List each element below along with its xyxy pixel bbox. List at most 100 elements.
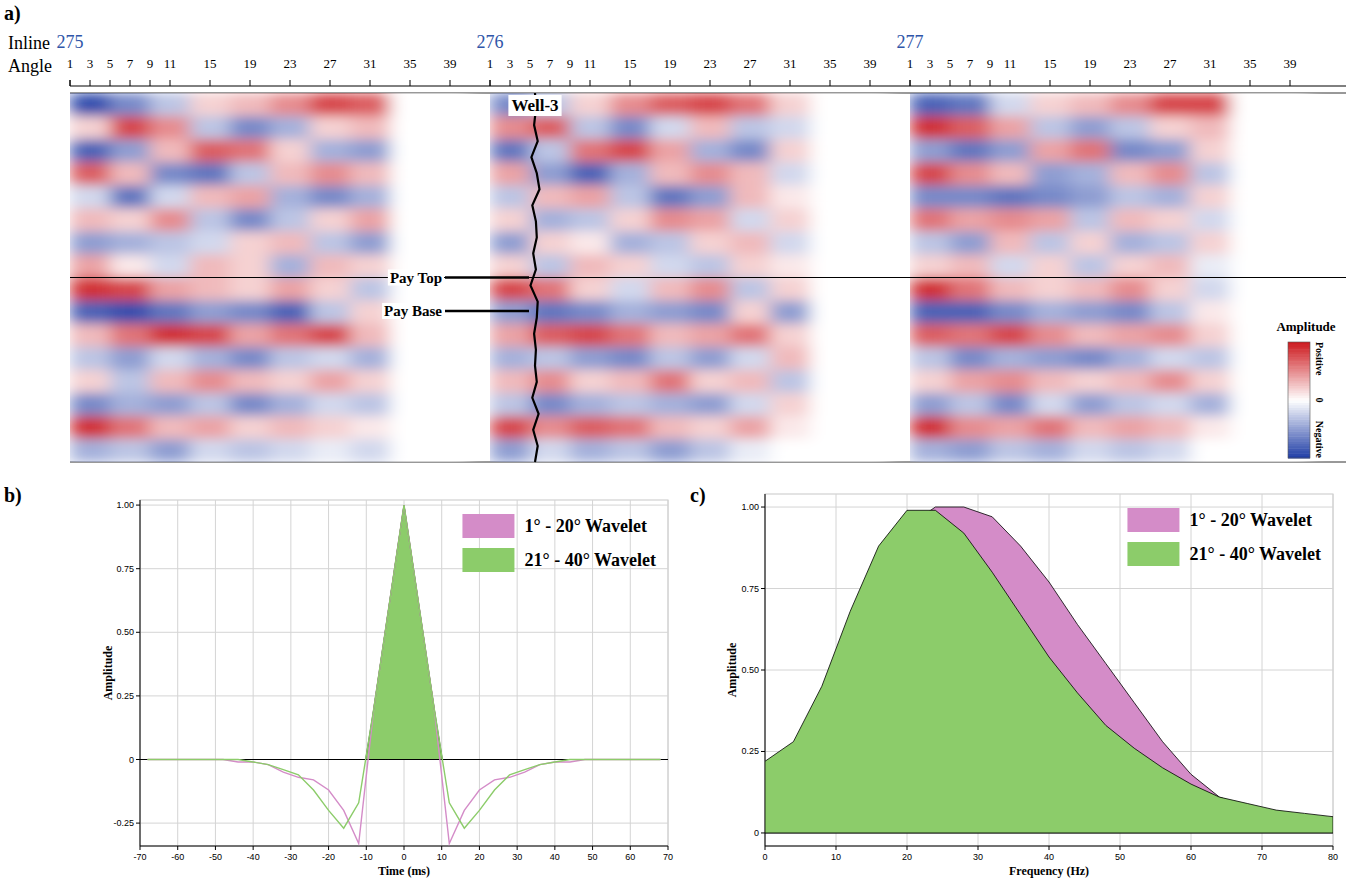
amplitude-cell — [810, 439, 851, 462]
amplitude-cell — [990, 416, 1031, 440]
amplitude-cell — [1230, 162, 1271, 186]
tick-label: -30 — [284, 852, 297, 862]
plot-frame — [765, 494, 1333, 846]
tick-label: 20 — [902, 852, 912, 862]
amplitude-cell — [650, 301, 691, 325]
amplitude-cell — [430, 139, 471, 163]
amplitude-cell — [650, 162, 691, 186]
amplitude-cell — [350, 324, 391, 348]
amplitude-cell — [910, 439, 951, 462]
amplitude-cell — [110, 278, 151, 302]
amplitude-cell — [950, 439, 991, 462]
panel-label: b) — [4, 484, 22, 507]
amplitude-cell — [1030, 439, 1071, 462]
label-backdrop — [388, 270, 444, 286]
amplitude-cell — [650, 393, 691, 417]
amplitude-cell — [270, 185, 311, 209]
amplitude-cell — [990, 347, 1031, 371]
amplitude-cell — [490, 139, 531, 163]
tick — [1191, 846, 1192, 850]
grid-line — [290, 500, 291, 846]
amplitude-cell — [810, 393, 851, 417]
amplitude-cell — [770, 93, 811, 117]
amplitude-cell — [190, 439, 231, 462]
tick — [761, 751, 765, 752]
tick — [490, 80, 491, 86]
amplitude-cell — [1190, 231, 1231, 255]
horizon-leader — [445, 276, 529, 279]
amplitude-cell — [1230, 208, 1271, 232]
tick-label: 7 — [547, 56, 554, 71]
amplitude-cell — [230, 301, 271, 325]
tick — [765, 846, 766, 850]
amplitude-cell — [70, 278, 111, 302]
tick — [170, 80, 171, 86]
tick — [510, 80, 511, 86]
amplitude-cell — [730, 185, 771, 209]
tick — [479, 846, 480, 850]
tick-label: 0 — [401, 852, 406, 862]
amplitude-cell — [1070, 278, 1111, 302]
amplitude-cell — [430, 416, 471, 440]
amplitude-cell — [1190, 162, 1231, 186]
tick — [215, 846, 216, 850]
amplitude-cell — [310, 439, 351, 462]
amplitude-cell — [810, 116, 851, 140]
amplitude-cell — [770, 324, 811, 348]
tick — [140, 846, 141, 850]
amplitude-cell — [690, 347, 731, 371]
amplitude-cell — [490, 185, 531, 209]
amplitude-cell — [490, 162, 531, 186]
amplitude-cell — [950, 162, 991, 186]
amplitude-cell — [70, 324, 111, 348]
amplitude-cell — [310, 347, 351, 371]
tick-label: 23 — [704, 56, 717, 71]
amplitude-cell — [650, 231, 691, 255]
amplitude-cell — [190, 208, 231, 232]
amplitude-cell — [1150, 139, 1191, 163]
amplitude-cell — [1030, 278, 1071, 302]
tick — [136, 823, 140, 824]
amplitude-cell — [490, 416, 531, 440]
axis-title: Amplitude — [101, 645, 115, 700]
amplitude-cell — [350, 231, 391, 255]
amplitude-cell — [1270, 208, 1311, 232]
tick-label: 1.00 — [116, 500, 134, 510]
label-backdrop — [382, 303, 444, 319]
amplitude-cell — [1270, 439, 1311, 462]
amplitude-cell — [690, 162, 731, 186]
amplitude-cell — [850, 231, 891, 255]
amplitude-cell — [910, 231, 951, 255]
amplitude-cell — [70, 116, 111, 140]
amplitude-cell — [270, 324, 311, 348]
amplitude-cell — [150, 439, 191, 462]
inline-label: 277 — [897, 32, 924, 52]
tick — [130, 80, 131, 86]
tick — [328, 846, 329, 850]
grid-line — [140, 823, 668, 824]
amplitude-cell — [910, 347, 951, 371]
amplitude-cell — [850, 416, 891, 440]
amplitude-cell — [1190, 324, 1231, 348]
tick-label: 15 — [1044, 56, 1057, 71]
tick — [136, 505, 140, 506]
tick-label: 70 — [1257, 852, 1267, 862]
amplitude-cell — [150, 231, 191, 255]
panel-label: c) — [690, 484, 706, 507]
tick — [90, 80, 91, 86]
amplitude-cell — [70, 254, 111, 278]
amplitude-cell — [350, 347, 391, 371]
amplitude-cell — [570, 393, 611, 417]
amplitude-cell — [1070, 370, 1111, 394]
amplitude-cell — [650, 254, 691, 278]
amplitude-cell — [690, 116, 731, 140]
tick — [750, 80, 751, 86]
amplitude-cell — [1110, 393, 1151, 417]
amplitude-cell — [150, 324, 191, 348]
amplitude-cell — [1230, 370, 1271, 394]
axis-line — [70, 86, 1346, 87]
amplitude-cell — [1270, 93, 1311, 117]
amplitude-cell — [810, 416, 851, 440]
amplitude-cell — [150, 393, 191, 417]
amplitude-cell — [430, 370, 471, 394]
